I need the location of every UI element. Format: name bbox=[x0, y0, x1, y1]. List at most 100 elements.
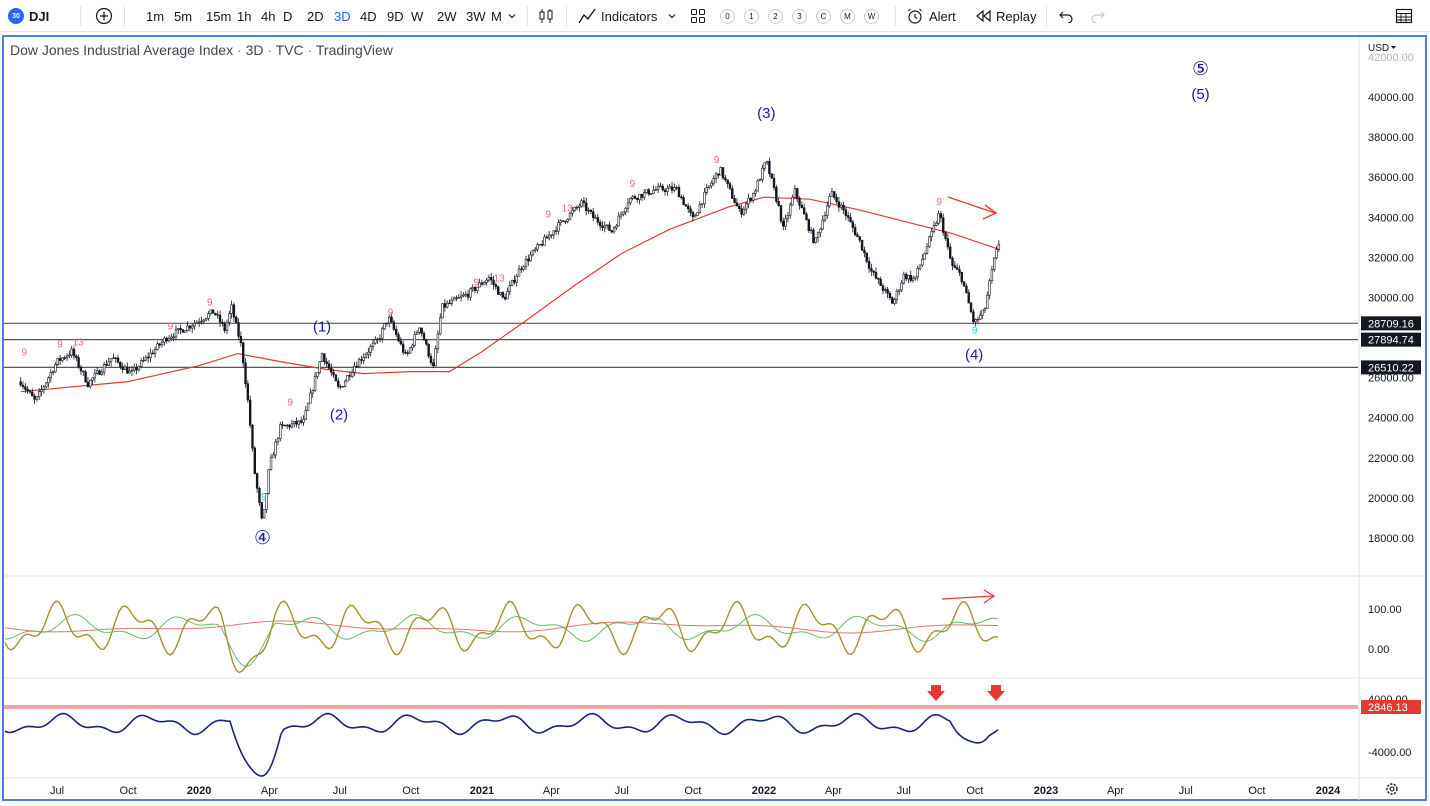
timeframe-button-2d[interactable]: 2D bbox=[307, 8, 324, 24]
candle-body bbox=[501, 292, 505, 298]
candle-body bbox=[235, 316, 238, 323]
timeframe-button-1h[interactable]: 1h bbox=[237, 8, 252, 24]
candle-body bbox=[547, 234, 551, 239]
undo-button[interactable] bbox=[1058, 0, 1074, 32]
candle bbox=[158, 342, 161, 349]
chart-container[interactable] bbox=[2, 35, 1427, 801]
candle bbox=[986, 291, 989, 309]
candle bbox=[877, 277, 880, 285]
candle bbox=[425, 338, 428, 346]
candle-body bbox=[907, 275, 910, 280]
candle-body bbox=[188, 325, 192, 329]
candle bbox=[404, 349, 407, 355]
timeframe-button-m[interactable]: M bbox=[491, 8, 502, 24]
timeframe-button-w[interactable]: W bbox=[411, 8, 424, 24]
candle bbox=[327, 360, 331, 371]
legend-source: TVC bbox=[275, 42, 304, 58]
candle-body bbox=[130, 369, 134, 372]
candle bbox=[274, 438, 277, 459]
template-button-3[interactable]: 3 bbox=[792, 0, 807, 32]
data-window-button[interactable] bbox=[1395, 0, 1413, 32]
candle bbox=[286, 424, 289, 429]
candle bbox=[566, 218, 569, 224]
candle-body bbox=[768, 161, 771, 174]
symbol-search-button[interactable]: 30 DJI bbox=[8, 0, 49, 32]
layout-templates-button[interactable] bbox=[690, 0, 706, 32]
replay-button[interactable]: Replay bbox=[975, 0, 1036, 32]
alert-button[interactable]: Alert bbox=[906, 0, 956, 32]
candle-body bbox=[323, 353, 326, 362]
td-count-label: 9 bbox=[22, 348, 28, 359]
template-button-0[interactable]: 0 bbox=[720, 0, 735, 32]
timeframe-dropdown-button[interactable] bbox=[507, 0, 517, 32]
indicators-button[interactable]: Indicators bbox=[578, 0, 657, 32]
candle-body bbox=[944, 232, 947, 239]
candle bbox=[925, 242, 929, 255]
candle bbox=[142, 356, 145, 363]
timeframe-button-1m[interactable]: 1m bbox=[146, 8, 165, 24]
timeframe-button-4d[interactable]: 4D bbox=[360, 8, 377, 24]
candle bbox=[631, 195, 634, 201]
template-button-m[interactable]: M bbox=[840, 0, 855, 32]
candle bbox=[633, 194, 637, 200]
candle bbox=[844, 206, 848, 221]
candle bbox=[840, 202, 843, 211]
candle bbox=[619, 211, 623, 220]
template-button-w[interactable]: W bbox=[864, 0, 879, 32]
td-count-label: 9 bbox=[207, 297, 213, 308]
candle bbox=[123, 364, 127, 371]
candle-body bbox=[293, 420, 296, 425]
candle bbox=[698, 201, 702, 214]
redo-button[interactable] bbox=[1090, 0, 1106, 32]
template-button-2[interactable]: 2 bbox=[768, 0, 783, 32]
indicators-dropdown-button[interactable] bbox=[667, 0, 677, 32]
candle-body bbox=[75, 355, 78, 358]
candle-body bbox=[82, 370, 85, 373]
currency-chevron-icon bbox=[1391, 46, 1396, 49]
candle bbox=[886, 286, 889, 299]
candle-body bbox=[520, 268, 523, 270]
candle bbox=[874, 267, 878, 280]
chart-type-button[interactable] bbox=[538, 0, 554, 32]
candle-body bbox=[786, 214, 790, 220]
template-button-1[interactable]: 1 bbox=[744, 0, 759, 32]
candle-body bbox=[146, 356, 150, 359]
candle bbox=[35, 396, 39, 402]
candle-body bbox=[353, 365, 356, 373]
candle bbox=[733, 195, 736, 204]
timeframe-button-15m[interactable]: 15m bbox=[206, 8, 232, 24]
candle bbox=[802, 203, 806, 215]
timeframe-button-2w[interactable]: 2W bbox=[437, 8, 457, 24]
timeframe-button-9d[interactable]: 9D bbox=[387, 8, 404, 24]
candle-body bbox=[942, 217, 945, 233]
timeframe-button-d[interactable]: D bbox=[283, 8, 293, 24]
candle bbox=[564, 220, 567, 225]
candle-body bbox=[40, 389, 43, 392]
candle bbox=[371, 339, 375, 351]
compare-symbol-button[interactable] bbox=[95, 0, 113, 32]
candle bbox=[849, 212, 852, 223]
candle-body bbox=[719, 167, 722, 176]
candle bbox=[40, 385, 43, 397]
candle bbox=[740, 204, 743, 218]
candle-body bbox=[214, 312, 217, 315]
candle bbox=[235, 315, 238, 324]
candle-body bbox=[738, 205, 741, 209]
legend-sep: · bbox=[237, 42, 242, 58]
timeframe-button-3w[interactable]: 3W bbox=[466, 8, 486, 24]
candle-body bbox=[248, 399, 252, 426]
candle-body bbox=[638, 193, 641, 200]
candle-body bbox=[601, 225, 604, 229]
oscillator-slow-line bbox=[4, 620, 998, 634]
template-button-c[interactable]: C bbox=[816, 0, 831, 32]
candle bbox=[789, 202, 792, 219]
timeframe-button-5m[interactable]: 5m bbox=[174, 8, 193, 24]
candle bbox=[589, 209, 593, 215]
timeframe-button-4h[interactable]: 4h bbox=[261, 8, 276, 24]
timeframe-button-3d[interactable]: 3D bbox=[334, 8, 351, 24]
candle-body bbox=[626, 202, 630, 209]
candle bbox=[777, 198, 780, 207]
candle-body bbox=[784, 218, 787, 227]
candle-body bbox=[529, 254, 532, 262]
